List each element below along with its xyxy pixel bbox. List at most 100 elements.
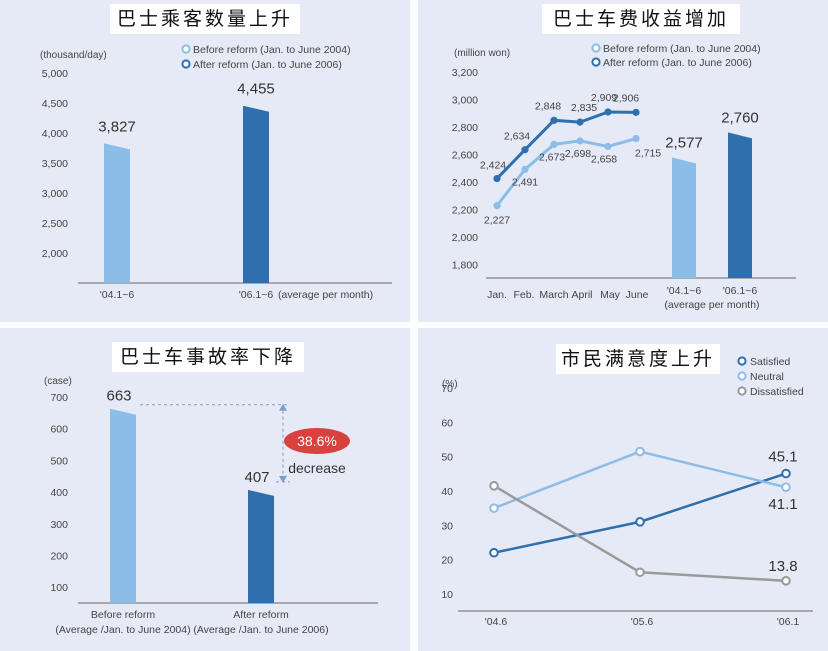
series-line-0 [495,137,637,207]
bar-1 [248,489,274,603]
legend-marker-before [181,44,191,54]
series-line-1 [495,110,637,180]
legend-marker-0 [737,356,747,366]
series-point [781,576,791,586]
y-tick-label: 70 [441,383,453,395]
y-tick-label: 30 [441,520,453,532]
series-point [493,202,501,210]
bar-value-label: 3,827 [98,118,136,135]
x-category-label: '04.1~6 [100,289,135,301]
bar-0 [104,143,130,283]
y-tick-label: 4,500 [42,98,68,110]
series-point [550,140,558,148]
y-tick-label: 1,800 [452,259,478,271]
x-category-label: '04.6 [485,616,508,628]
x-category-label: Feb. [513,289,534,301]
legend-marker-after [181,59,191,69]
x-category-label: April [571,289,592,301]
y-tick-label: 10 [441,589,453,601]
x-category-label: Before reform [91,609,155,621]
revenue-panel: (million won) 3,200 3,000 2,800 2,600 2,400 2,… [418,0,828,322]
legend-label: Neutral [750,371,784,383]
legend-label: Satisfied [750,356,790,368]
x-category-label: After reform [233,609,289,621]
decrease-badge-value: 38.6% [297,433,337,449]
series-point [489,503,499,513]
series-point [521,165,529,173]
bar-value-label: 663 [106,388,131,405]
series-point [576,118,584,126]
series-point [635,517,645,527]
data-label: 2,909 [591,92,617,104]
data-label: 2,634 [504,131,530,143]
data-label: 2,698 [565,148,591,160]
x-category-label: '04.1~6 [667,285,702,297]
y-tick-label: 50 [441,452,453,464]
revenue-chart: (million won)3,2003,0002,8002,6002,4002,… [452,43,796,311]
data-label: 2,424 [480,160,506,172]
y-tick-label: 3,500 [42,158,68,170]
y-tick-label: 4,000 [42,128,68,140]
x-axis-note: (average per month) [278,289,373,301]
satisfaction-chart: (%)70 60 50 40 30 20 10 '04.6 '05.6 '06.1 Satisfie… [441,356,813,628]
y-tick-label: 500 [50,455,68,467]
y-tick-label: 2,600 [452,149,478,161]
x-category-label: '06.1 [777,616,800,628]
legend-marker-after [591,57,601,67]
passengers-panel: (thousand/day) 5,000 4,500 4,000 3,500 3,000 2… [0,0,410,322]
legend-marker-2 [737,386,747,396]
decrease-badge [284,428,350,454]
revenue-title: 巴士车费收益增加 [542,4,740,34]
y-tick-label: 3,000 [452,94,478,106]
data-label: 2,491 [512,176,538,188]
accidents-panel: (case) 700 600 500 400 300 200 100 663 Before ref… [0,328,410,651]
satisfaction-title: 市民满意度上升 [556,344,720,374]
bars-note: (average per month) [664,299,759,311]
series-point [604,142,612,151]
series-point [604,108,612,116]
data-label: 2,673 [539,151,565,163]
accidents-chart: (case) 700 600 500 400 300 200 100 663 Before ref… [44,376,378,636]
legend-label-before: Before reform (Jan. to June 2004) [603,43,761,55]
y-tick-label: 2,800 [452,122,478,134]
y-axis-unit: (case) [44,376,72,387]
y-tick-label: 20 [441,555,453,567]
series-point [576,137,584,145]
legend-marker-1 [737,371,747,381]
series-point [489,481,499,491]
legend-marker-before [591,43,601,53]
x-category-label: March [539,289,568,301]
x-category-label: '05.6 [631,616,654,628]
arrow-head-up [279,403,287,411]
y-tick-label: 3,200 [452,67,478,79]
bar-1 [728,132,752,278]
series-point [781,468,791,479]
legend-label-after: After reform (Jan. to June 2006) [603,57,752,69]
bar-1 [243,105,269,283]
data-label: 2,227 [484,215,510,227]
y-tick-label: 100 [50,582,68,594]
series-point [550,116,558,124]
x-category-label: June [626,289,649,301]
bar-value-label: 407 [244,469,269,486]
x-category-sublabel: (Average /Jan. to June 2004) [55,624,190,636]
y-tick-label: 2,200 [452,204,478,216]
y-tick-label: 60 [441,417,453,429]
data-label: 2,835 [571,102,597,114]
y-tick-label: 2,400 [452,177,478,189]
y-tick-label: 2,000 [42,248,68,260]
end-label-satisfied: 45.1 [768,449,797,466]
series-line-1 [493,450,787,510]
data-label: 2,848 [535,100,561,112]
series-point [781,482,791,493]
y-tick-label: 400 [50,487,68,499]
y-tick-label: 700 [50,392,68,404]
end-label-dissatisfied: 13.8 [768,558,797,575]
y-tick-label: 200 [50,550,68,562]
x-category-label: '06.1~6 [239,289,274,301]
series-point [632,108,640,116]
x-category-label: Jan. [487,289,507,301]
legend-label-after: After reform (Jan. to June 2006) [193,59,342,71]
y-tick-label: 600 [50,424,68,436]
